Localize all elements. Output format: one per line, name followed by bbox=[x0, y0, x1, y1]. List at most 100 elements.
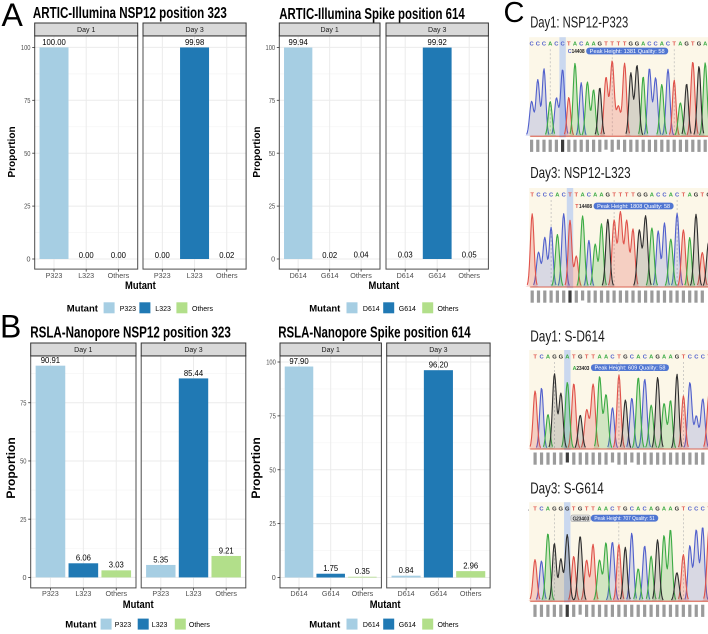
svg-text:A: A bbox=[662, 354, 667, 360]
svg-text:85.44: 85.44 bbox=[184, 369, 204, 378]
svg-text:G614: G614 bbox=[322, 589, 340, 598]
svg-text:C: C bbox=[539, 507, 544, 513]
svg-text:L323: L323 bbox=[187, 271, 203, 280]
svg-text:Mutant: Mutant bbox=[65, 619, 97, 630]
svg-text:D614: D614 bbox=[363, 622, 380, 629]
svg-text:T: T bbox=[672, 42, 676, 48]
svg-text:G: G bbox=[559, 507, 564, 513]
svg-text:G614: G614 bbox=[430, 589, 448, 598]
svg-text:G: G bbox=[637, 192, 642, 198]
svg-text:D614: D614 bbox=[398, 589, 415, 598]
svg-text:3.03: 3.03 bbox=[109, 561, 125, 570]
svg-text:Mutant: Mutant bbox=[370, 599, 401, 611]
svg-text:C: C bbox=[694, 354, 699, 360]
svg-text:C: C bbox=[543, 192, 548, 198]
svg-text:0.35: 0.35 bbox=[355, 567, 371, 576]
svg-text:Mutant: Mutant bbox=[369, 280, 400, 292]
svg-text:A: A bbox=[585, 42, 590, 48]
svg-text:50: 50 bbox=[24, 149, 30, 158]
svg-text:A: A bbox=[636, 507, 641, 513]
svg-text:Day 1: Day 1 bbox=[322, 347, 340, 354]
svg-text:A: A bbox=[565, 354, 570, 360]
svg-text:99.94: 99.94 bbox=[289, 38, 309, 47]
svg-text:9.21: 9.21 bbox=[219, 546, 235, 555]
svg-text:Day 3: Day 3 bbox=[185, 27, 203, 34]
svg-text:A: A bbox=[636, 354, 641, 360]
svg-text:G: G bbox=[655, 507, 660, 513]
svg-text:C: C bbox=[554, 42, 559, 48]
svg-text:P323: P323 bbox=[154, 271, 171, 280]
svg-text:L323: L323 bbox=[186, 589, 202, 598]
svg-text:Others: Others bbox=[106, 589, 128, 598]
svg-text:C: C bbox=[643, 354, 648, 360]
svg-text:0: 0 bbox=[272, 573, 276, 582]
svg-text:100.00: 100.00 bbox=[42, 38, 66, 47]
svg-text:Others: Others bbox=[215, 589, 237, 598]
svg-text:Day 3: Day 3 bbox=[429, 347, 447, 354]
svg-text:L323: L323 bbox=[152, 622, 168, 629]
svg-text:Day 1: Day 1 bbox=[74, 347, 92, 354]
svg-text:50: 50 bbox=[269, 465, 275, 474]
svg-text:25: 25 bbox=[24, 202, 30, 211]
svg-text:C: C bbox=[549, 192, 554, 198]
svg-text:L323: L323 bbox=[75, 589, 91, 598]
svg-text:C: C bbox=[579, 42, 584, 48]
svg-text:50: 50 bbox=[269, 149, 275, 158]
svg-text:50: 50 bbox=[20, 457, 26, 466]
svg-text:Others: Others bbox=[189, 622, 211, 629]
svg-text:23403: 23403 bbox=[576, 516, 589, 522]
svg-text:Mutant: Mutant bbox=[309, 619, 341, 630]
svg-text:Day3: NSP12-L323: Day3: NSP12-L323 bbox=[530, 165, 630, 182]
svg-text:25: 25 bbox=[20, 515, 26, 524]
svg-text:C: C bbox=[688, 354, 693, 360]
svg-text:Others: Others bbox=[438, 306, 460, 313]
svg-text:A: A bbox=[597, 507, 602, 513]
svg-text:A: A bbox=[604, 354, 609, 360]
svg-text:T: T bbox=[701, 192, 705, 198]
svg-text:D614: D614 bbox=[290, 589, 307, 598]
svg-text:G614: G614 bbox=[399, 622, 416, 629]
svg-text:T: T bbox=[572, 354, 576, 360]
svg-text:C: C bbox=[666, 42, 671, 48]
svg-text:14408: 14408 bbox=[579, 204, 592, 210]
svg-text:C: C bbox=[536, 192, 541, 198]
svg-text:1.75: 1.75 bbox=[323, 564, 339, 573]
svg-text:P323: P323 bbox=[115, 622, 131, 629]
svg-text:2.96: 2.96 bbox=[463, 562, 479, 571]
svg-text:G: G bbox=[578, 354, 583, 360]
svg-text:T: T bbox=[623, 42, 627, 48]
svg-text:0.04: 0.04 bbox=[354, 251, 370, 260]
svg-text:C: C bbox=[688, 507, 693, 513]
svg-text:C: C bbox=[630, 354, 635, 360]
svg-text:G614: G614 bbox=[428, 271, 446, 280]
svg-text:Proportion: Proportion bbox=[252, 126, 263, 177]
svg-text:T: T bbox=[691, 42, 695, 48]
svg-text:Proportion: Proportion bbox=[4, 437, 18, 498]
svg-text:P323: P323 bbox=[120, 306, 136, 313]
svg-text:A: A bbox=[678, 42, 683, 48]
svg-text:P323: P323 bbox=[42, 589, 59, 598]
svg-text:T: T bbox=[617, 354, 621, 360]
svg-text:T: T bbox=[612, 192, 616, 198]
svg-text:23403: 23403 bbox=[576, 366, 589, 372]
svg-text:T: T bbox=[567, 42, 571, 48]
svg-text:D614: D614 bbox=[290, 271, 307, 280]
svg-text:T: T bbox=[533, 507, 537, 513]
svg-text:0.00: 0.00 bbox=[111, 251, 127, 260]
svg-text:Others: Others bbox=[192, 306, 214, 313]
svg-text:A: A bbox=[546, 507, 551, 513]
svg-text:T: T bbox=[617, 42, 621, 48]
svg-text:C: C bbox=[610, 354, 615, 360]
svg-text:C: C bbox=[662, 192, 667, 198]
svg-text:A: A bbox=[546, 354, 551, 360]
svg-text:5.35: 5.35 bbox=[153, 555, 169, 564]
svg-text:G: G bbox=[559, 354, 564, 360]
svg-text:C: C bbox=[542, 42, 547, 48]
svg-text:T: T bbox=[617, 507, 621, 513]
svg-text:C: C bbox=[701, 507, 706, 513]
svg-text:T: T bbox=[682, 354, 686, 360]
svg-text:25: 25 bbox=[269, 519, 275, 528]
svg-text:T: T bbox=[530, 192, 534, 198]
svg-text:A: A bbox=[669, 192, 674, 198]
svg-text:C: C bbox=[656, 192, 661, 198]
